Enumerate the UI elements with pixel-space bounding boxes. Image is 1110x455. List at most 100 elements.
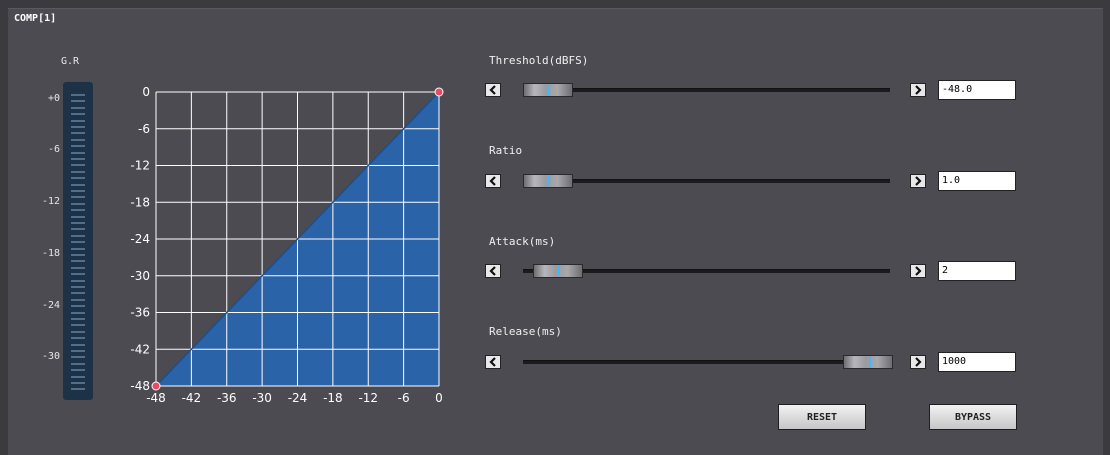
meter-segment [71,196,85,199]
threshold-decrement-button[interactable] [485,83,501,97]
meter-segment [71,298,85,301]
threshold-increment-button[interactable] [910,83,926,97]
x-tick-label: -24 [288,391,308,405]
threshold-value-input[interactable]: -48.0 [938,80,1016,100]
chevron-left-icon [489,357,496,367]
y-tick-label: -36 [130,306,150,320]
meter-segment [71,94,85,96]
attack-label: Attack(ms) [489,235,556,248]
attack-increment-button[interactable] [910,264,926,278]
meter-segment [71,170,85,173]
gr-scale-label: -12 [41,196,60,207]
x-tick-label: -12 [358,391,378,405]
ratio-value-input[interactable]: 1.0 [938,171,1016,191]
release-slider-track[interactable] [523,360,890,364]
meter-segment [71,305,85,308]
y-tick-label: -30 [130,269,150,283]
meter-segment [71,375,85,378]
attack-decrement-button[interactable] [485,264,501,278]
meter-segment [71,113,85,116]
chevron-right-icon [915,176,922,186]
y-tick-label: 0 [142,85,150,99]
attack-slider-thumb[interactable] [532,264,583,278]
y-tick-label: -42 [130,342,150,356]
meter-segment [71,292,85,295]
chevron-right-icon [915,85,922,95]
attack-slider-track[interactable] [523,269,890,273]
meter-segment [71,247,85,250]
y-tick-label: -12 [130,159,150,173]
y-tick-label: -48 [130,379,150,393]
gr-scale-label: -30 [41,351,60,362]
meter-segment [71,286,85,288]
meter-segment [71,273,85,276]
meter-segment [71,119,85,122]
x-tick-label: -18 [323,391,343,405]
y-tick-label: -24 [130,232,150,246]
gain-reduction-label: G.R [61,56,80,67]
threshold-label: Threshold(dBFS) [489,54,589,67]
curve-end-handle[interactable] [434,87,444,97]
threshold-slider-track[interactable] [523,88,890,92]
meter-segment [71,369,85,372]
meter-segment [71,337,85,340]
chevron-right-icon [915,357,922,367]
ratio-slider-thumb[interactable] [523,174,573,188]
meter-segment [71,228,85,231]
meter-segment [71,100,85,103]
release-decrement-button[interactable] [485,355,501,369]
x-tick-label: -36 [217,391,237,405]
compression-curve-graph[interactable]: 0 -6 -12 -18 -24 -30 -36 -42 -48-48 -42 -36 -30 -24 -… [118,80,458,420]
chevron-left-icon [489,176,496,186]
meter-segment [71,234,85,237]
meter-segment [71,279,85,282]
meter-segment [71,202,85,205]
compression-curve-line [155,91,440,387]
meter-segment [71,318,85,320]
slider-thumb-marker [869,357,871,367]
attack-value-input[interactable]: 2 [938,261,1016,281]
release-value-input[interactable]: 1000 [938,352,1016,372]
meter-segment [71,330,85,333]
slider-thumb-marker [548,85,550,95]
gain-reduction-meter [63,82,93,400]
meter-segment [71,254,85,256]
meter-segment [71,215,85,218]
ratio-decrement-button[interactable] [485,174,501,188]
meter-segment [71,138,85,141]
panel-title: COMP[1] [14,13,57,24]
meter-segment [71,260,85,263]
meter-segment [71,350,85,352]
release-slider-thumb[interactable] [843,355,893,369]
ratio-increment-button[interactable] [910,174,926,188]
meter-segment [71,183,85,186]
release-increment-button[interactable] [910,355,926,369]
x-tick-label: -42 [182,391,202,405]
threshold-slider-thumb[interactable] [523,83,573,97]
slider-thumb-marker [557,266,560,276]
meter-segment [71,158,85,160]
bypass-button[interactable]: BYPASS [929,404,1017,430]
meter-segment [71,126,85,128]
y-tick-label: -18 [130,195,150,209]
reset-button[interactable]: RESET [778,404,866,430]
meter-segment [71,145,85,148]
x-tick-label: -48 [146,391,166,405]
chevron-right-icon [915,266,922,276]
curve-start-handle[interactable] [151,381,161,391]
meter-segment [71,324,85,327]
gr-scale-label: -18 [41,248,60,259]
slider-thumb-marker [548,176,550,186]
ratio-slider-track[interactable] [523,179,890,183]
meter-segment [71,106,85,109]
meter-segment [71,362,85,365]
gr-scale-label: -24 [41,300,60,311]
ratio-label: Ratio [489,144,523,157]
meter-segment [71,132,85,135]
meter-segment [71,151,85,154]
meter-segment [71,190,85,192]
gr-scale-label: -6 [47,144,60,155]
meter-segment [71,209,85,212]
meter-segment [71,343,85,346]
x-tick-label: 0 [435,391,443,405]
